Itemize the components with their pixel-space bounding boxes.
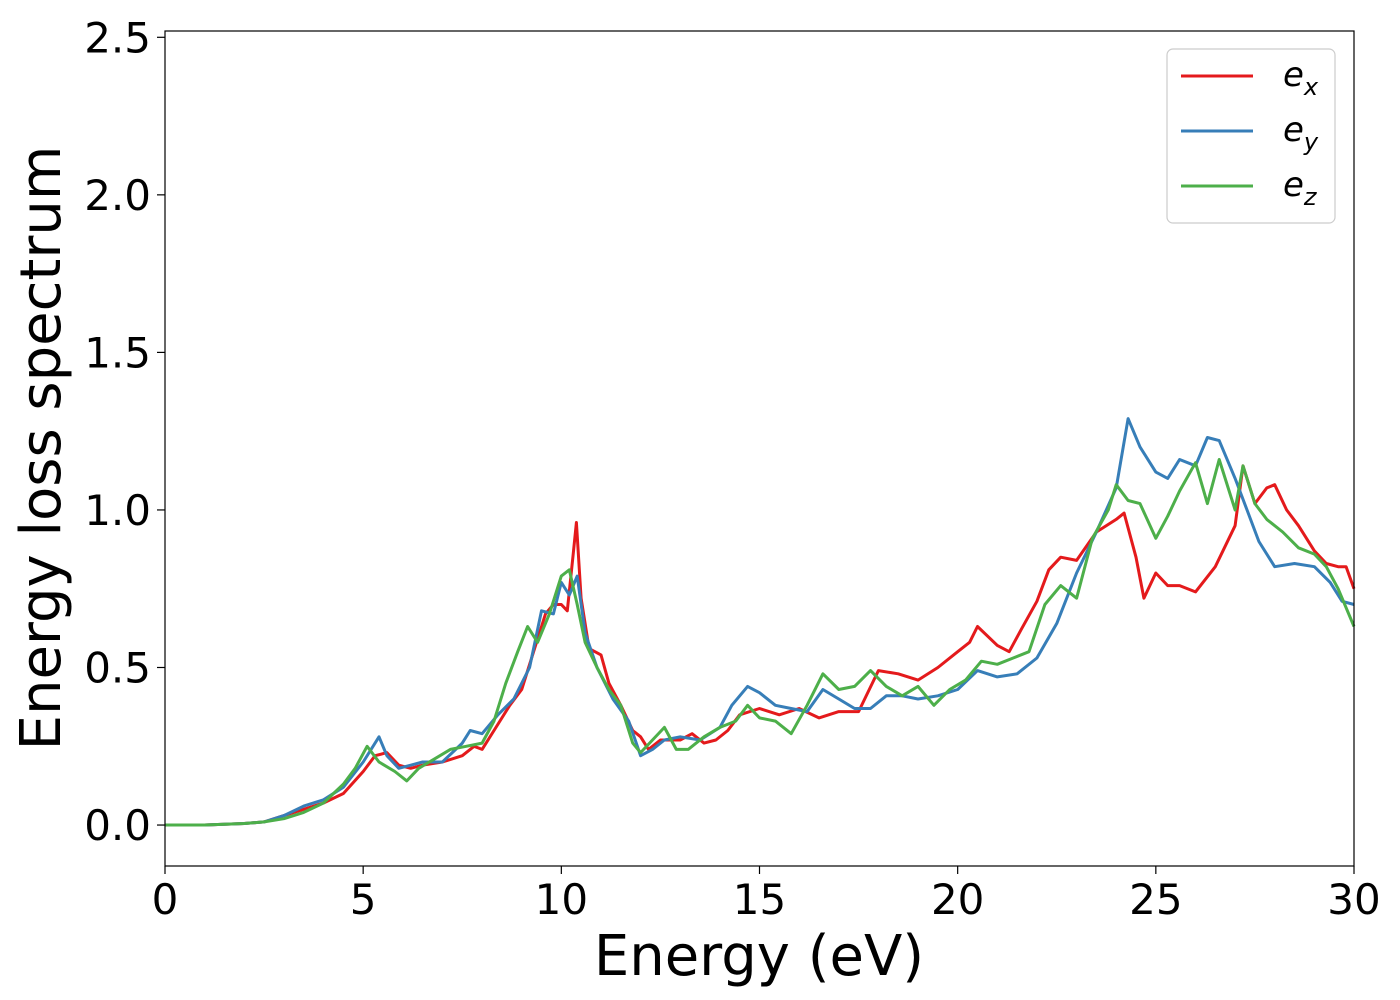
x-tick-label: 30 (1327, 875, 1380, 924)
x-tick-label: 20 (931, 875, 984, 924)
y-axis-ticks: 0.0 0.5 1.0 1.5 2.0 2.5 (84, 13, 165, 850)
x-axis-label: Energy (eV) (594, 924, 924, 989)
x-tick-label: 25 (1129, 875, 1182, 924)
series-line-z (165, 458, 1356, 827)
y-tick-label: 0.0 (84, 801, 151, 850)
x-tick-label: 15 (733, 875, 786, 924)
y-tick-label: 0.5 (84, 643, 151, 692)
legend-label-x: ex (1283, 55, 1319, 101)
y-tick-label: 1.0 (84, 486, 151, 535)
x-tick-label: 10 (535, 875, 588, 924)
legend-label-z: ez (1283, 165, 1318, 211)
y-axis-label: Energy loss spectrum (9, 146, 74, 751)
x-tick-label: 5 (350, 875, 377, 924)
legend: ex ey ez (1166, 48, 1336, 224)
x-tick-label: 0 (152, 875, 179, 924)
y-tick-label: 2.0 (84, 171, 151, 220)
series-line-y (165, 417, 1355, 827)
series-line-x (165, 464, 1356, 827)
x-axis-ticks: 0 5 10 15 20 25 30 (152, 866, 1381, 924)
y-tick-label: 1.5 (84, 328, 151, 377)
y-tick-label: 2.5 (84, 13, 151, 62)
legend-label-y: ey (1283, 110, 1319, 156)
legend-box (1166, 48, 1336, 224)
